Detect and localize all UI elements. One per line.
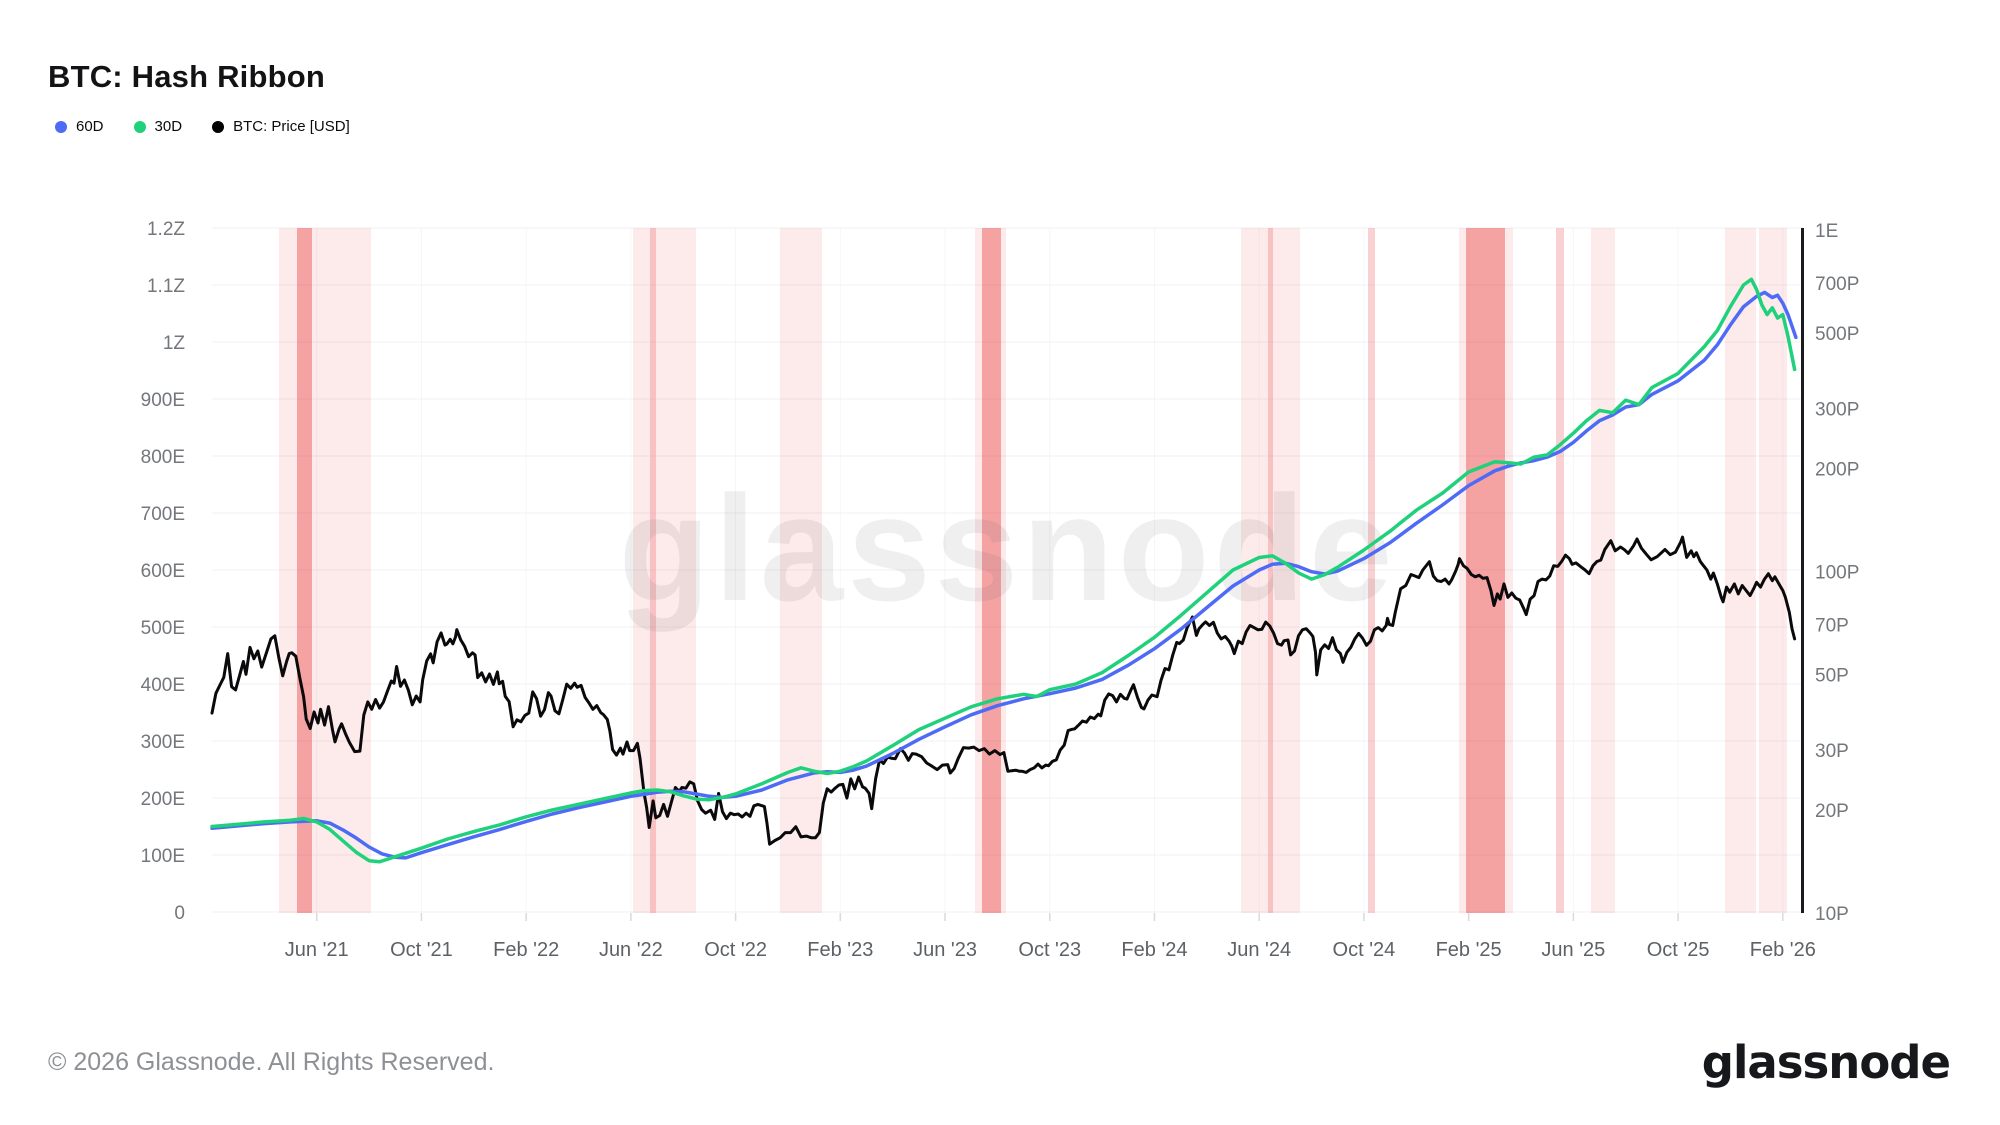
hashrate-axis-tick-label: 400E bbox=[141, 675, 185, 696]
legend-item-btc-price[interactable]: BTC: Price [USD] bbox=[212, 118, 350, 135]
price-axis-tick-label: 30P bbox=[1815, 741, 1849, 762]
hash-ribbon-capitulation-band bbox=[1241, 228, 1300, 913]
hashrate-axis-tick-label: 500E bbox=[141, 618, 185, 639]
hashrate-axis-tick-label: 0 bbox=[174, 903, 185, 924]
price-axis-tick-label: 20P bbox=[1815, 801, 1849, 822]
price-axis-tick-label: 70P bbox=[1815, 615, 1849, 636]
x-axis-tick-label: Jun '23 bbox=[913, 939, 977, 961]
legend-label-30d: 30D bbox=[154, 118, 183, 135]
page-title: BTC: Hash Ribbon bbox=[48, 58, 326, 94]
hash-ribbon-capitulation-band bbox=[1556, 228, 1564, 913]
price-axis-tick-label: 50P bbox=[1815, 665, 1849, 686]
x-axis-tick-label: Jun '22 bbox=[599, 939, 663, 961]
hash-ribbon-capitulation-band bbox=[982, 228, 1001, 913]
hashrate-axis-tick-label: 1.2Z bbox=[147, 219, 185, 240]
hash-ribbon-capitulation-band bbox=[975, 228, 1006, 913]
legend-dot-btc-price-icon bbox=[212, 120, 225, 133]
hash-ribbon-chart-svg: glassnode Jun '21 Oct '21 Feb '22 Jun '22 Oct… bbox=[141, 219, 1860, 961]
hash-ribbon-capitulation-band bbox=[1268, 228, 1273, 913]
hashrate-axis-tick-label: 300E bbox=[141, 732, 185, 753]
legend-item-60d[interactable]: 60D bbox=[55, 118, 104, 135]
x-axis-tick-label: Oct '24 bbox=[1333, 939, 1396, 961]
price-axis-tick-label: 10P bbox=[1815, 904, 1849, 925]
hash-ribbon-capitulation-band bbox=[633, 228, 696, 913]
x-axis-tick-label: Jun '24 bbox=[1227, 939, 1291, 961]
price-axis-tick-label: 100P bbox=[1815, 563, 1859, 584]
hash-ribbon-capitulation-band bbox=[1591, 228, 1615, 913]
x-axis-tick-label: Oct '21 bbox=[390, 939, 453, 961]
hashrate-axis-tick-label: 600E bbox=[141, 561, 185, 582]
price-axis-tick-label: 200P bbox=[1815, 460, 1859, 481]
hash-rate-60d-line bbox=[210, 290, 1798, 860]
hashrate-axis-tick-label: 1.1Z bbox=[147, 276, 185, 297]
hashrate-axis-tick-label: 1Z bbox=[163, 333, 186, 354]
x-axis-tick-label: Jun '25 bbox=[1541, 939, 1605, 961]
hash-ribbon-capitulation-band bbox=[1368, 228, 1375, 913]
x-axis-tick-label: Feb '22 bbox=[493, 939, 559, 961]
x-axis-tick-label: Oct '25 bbox=[1647, 939, 1710, 961]
x-axis-tick-label: Feb '26 bbox=[1750, 939, 1816, 961]
hash-ribbon-capitulation-band bbox=[650, 228, 656, 913]
hashrate-axis-tick-label: 900E bbox=[141, 390, 185, 411]
x-axis-tick-label: Oct '23 bbox=[1018, 939, 1081, 961]
price-axis-tick-label: 300P bbox=[1815, 400, 1859, 421]
price-axis-tick-label: 500P bbox=[1815, 324, 1859, 345]
hash-ribbon-capitulation-band bbox=[1466, 228, 1505, 913]
hash-ribbon-chart[interactable]: glassnode Jun '21 Oct '21 Feb '22 Jun '22 Oct… bbox=[0, 0, 2000, 1000]
hashrate-axis-tick-label: 200E bbox=[141, 789, 185, 810]
hashrate-axis-tick-label: 100E bbox=[141, 846, 185, 867]
price-axis-spine bbox=[1801, 228, 1804, 913]
hash-rate-30d-line bbox=[210, 277, 1797, 864]
hashrate-axis-tick-label: 800E bbox=[141, 447, 185, 468]
price-axis-tick-label: 1E bbox=[1815, 221, 1838, 242]
price-axis-tick-label: 700P bbox=[1815, 274, 1859, 295]
hash-ribbon-capitulation-band bbox=[279, 228, 371, 913]
hash-ribbon-capitulation-band bbox=[297, 228, 312, 913]
x-axis-tick-label: Feb '24 bbox=[1121, 939, 1187, 961]
hash-ribbon-capitulation-band bbox=[1725, 228, 1756, 913]
legend-item-30d[interactable]: 30D bbox=[133, 118, 183, 135]
legend-label-btc-price: BTC: Price [USD] bbox=[233, 118, 350, 135]
x-axis-tick-label: Feb '25 bbox=[1436, 939, 1502, 961]
glassnode-logo: glassnode bbox=[1701, 1036, 1951, 1089]
glassnode-watermark: glassnode bbox=[619, 464, 1397, 632]
copyright-text: © 2026 Glassnode. All Rights Reserved. bbox=[48, 1048, 495, 1076]
legend-dot-60d-icon bbox=[55, 120, 67, 133]
x-axis-tick-label: Jun '21 bbox=[285, 939, 349, 961]
x-axis-tick-label: Feb '23 bbox=[807, 939, 873, 961]
legend-dot-30d-icon bbox=[133, 120, 146, 133]
btc-price-line bbox=[210, 535, 1797, 846]
hashrate-axis-tick-label: 700E bbox=[141, 504, 185, 525]
hash-ribbon-capitulation-band bbox=[1759, 228, 1787, 913]
legend-label-60d: 60D bbox=[76, 118, 104, 135]
x-axis-tick-label: Oct '22 bbox=[704, 939, 767, 961]
hash-ribbon-capitulation-band bbox=[780, 228, 822, 913]
legend: 60D 30D BTC: Price [USD] bbox=[55, 118, 350, 135]
